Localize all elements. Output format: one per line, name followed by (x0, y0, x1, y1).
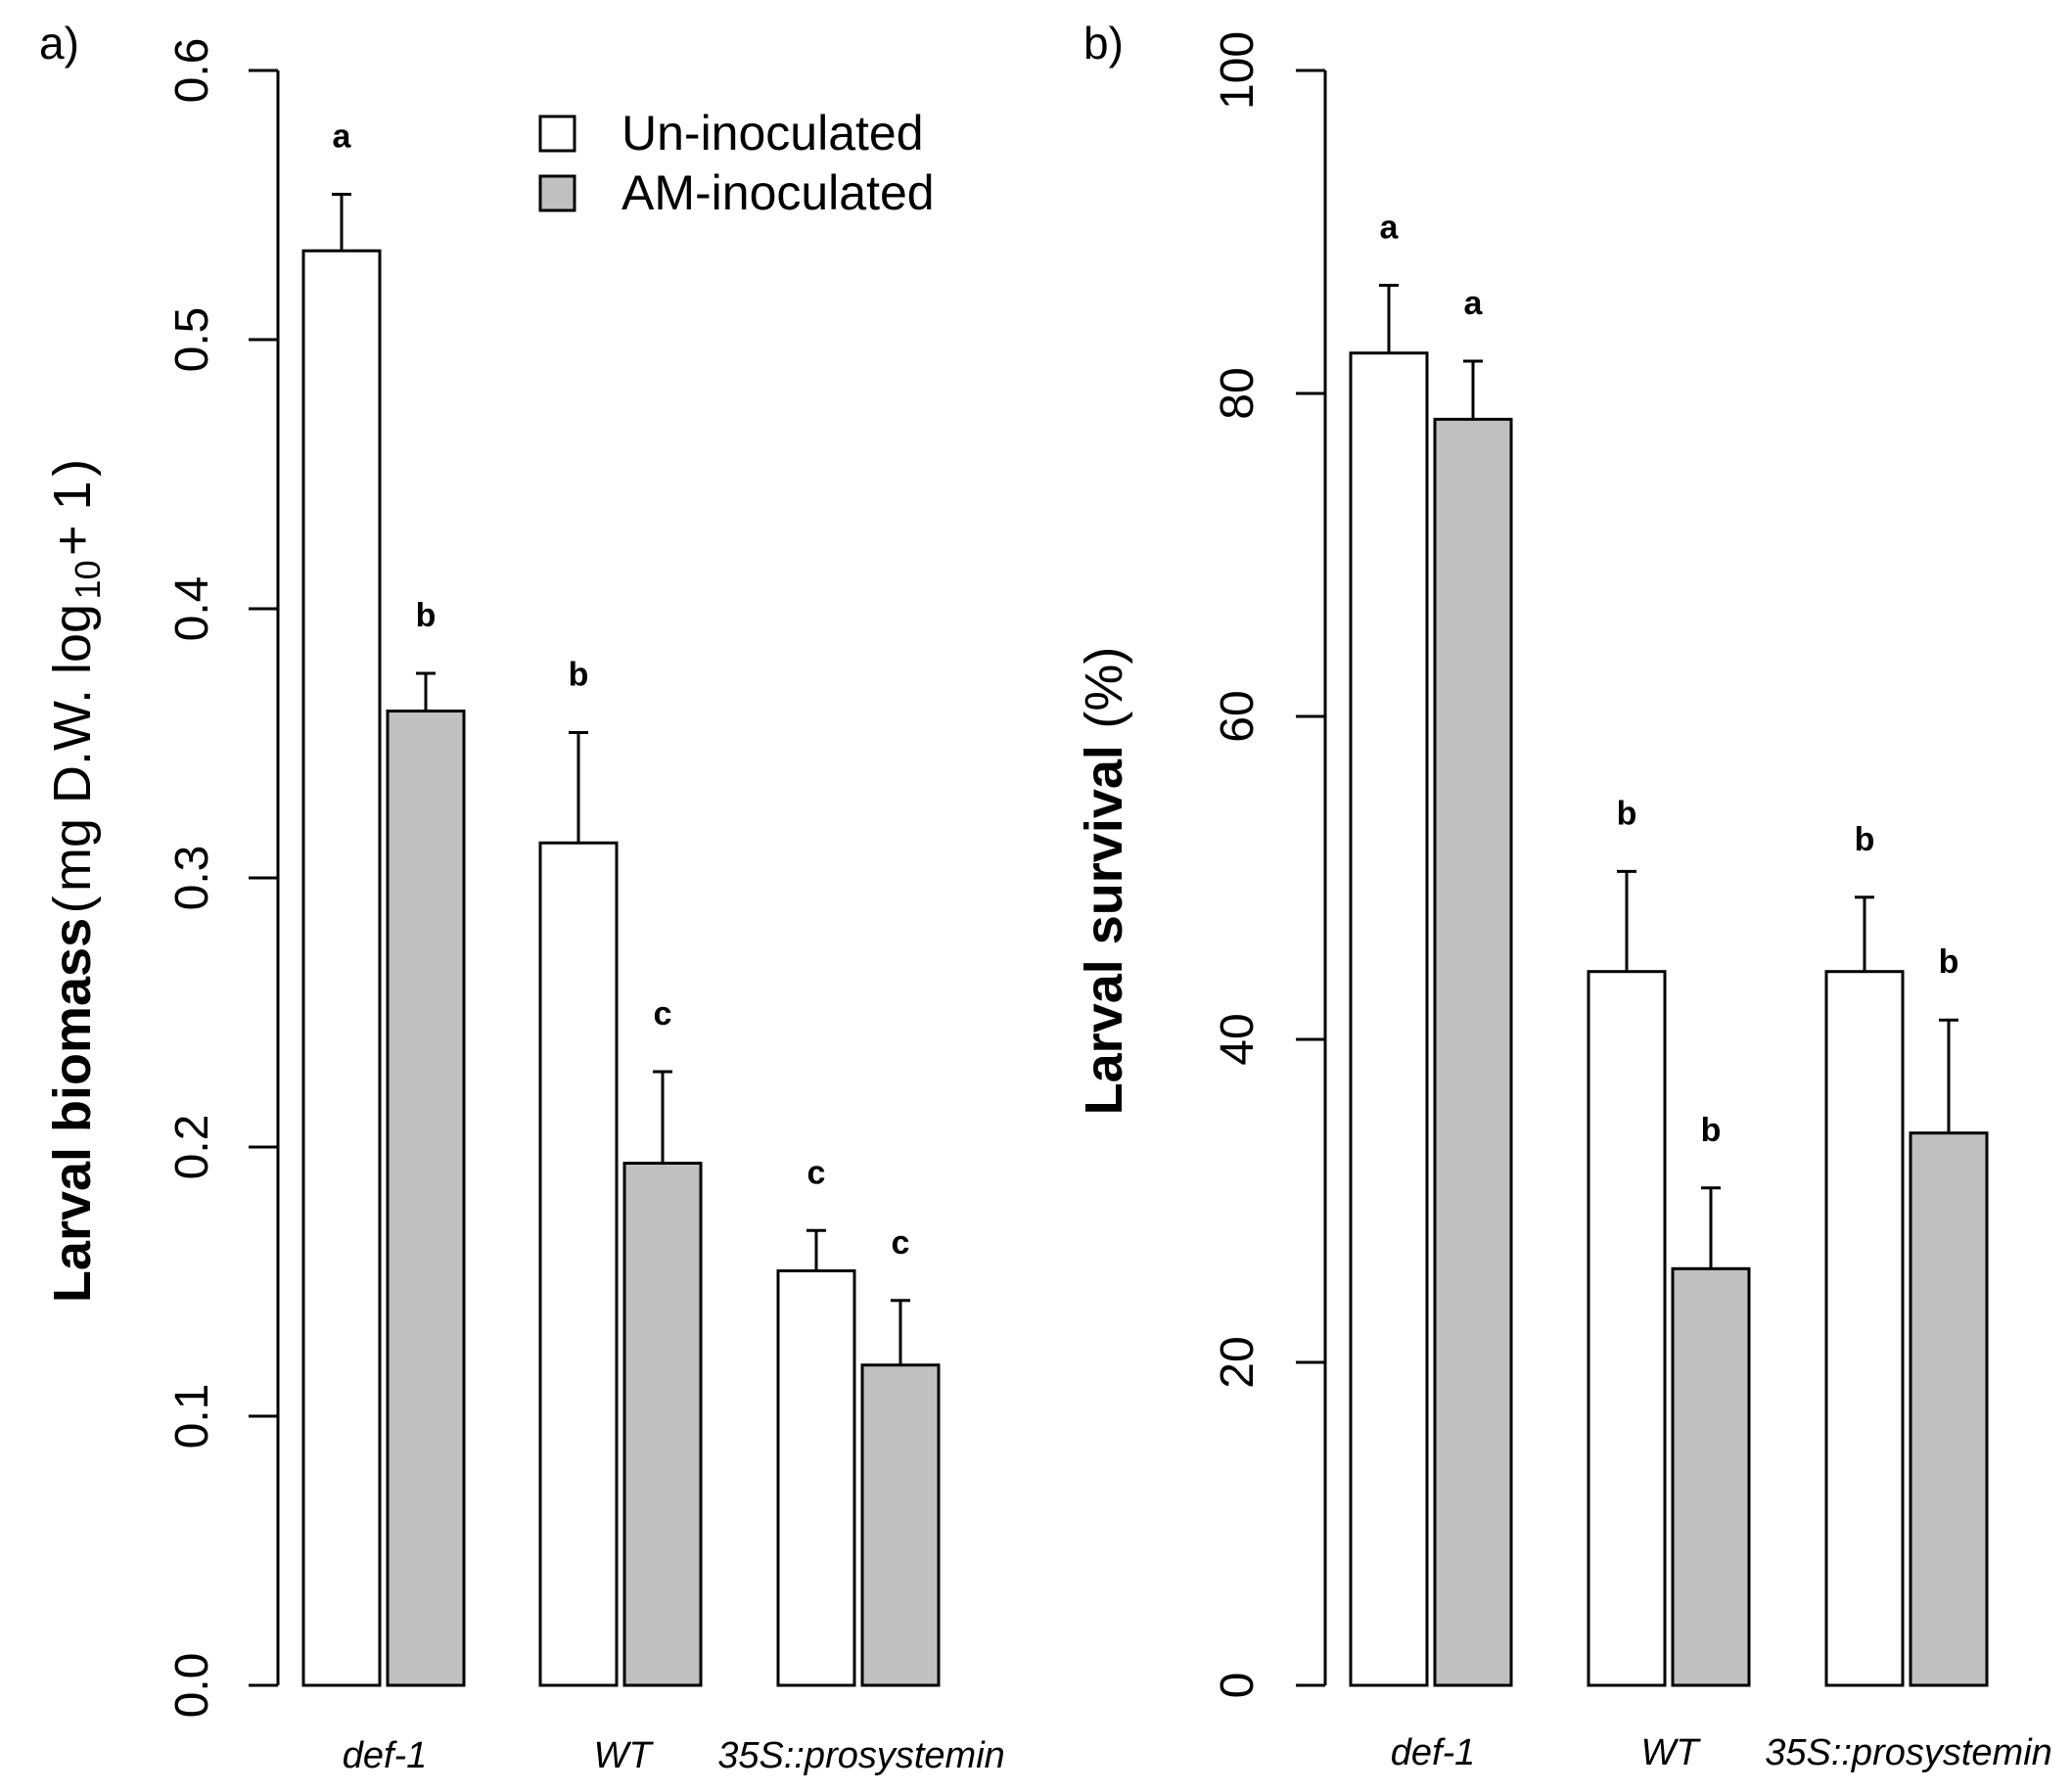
legend-swatch-am-inoculated (538, 174, 576, 212)
y-tick-label: 80 (1212, 367, 1264, 419)
bar (1433, 417, 1513, 1687)
y-tick-label: 20 (1212, 1336, 1264, 1388)
panel-label-b: b) (1083, 18, 1124, 69)
bar (1349, 351, 1429, 1687)
category-label: def-1 (343, 1735, 428, 1776)
significance-letter: b (1617, 795, 1637, 832)
bar (776, 1269, 856, 1687)
y-tick-label: 0.5 (166, 307, 218, 373)
y-axis-title-b: Larval survival (%) (1075, 647, 1133, 1116)
bar (301, 249, 382, 1687)
bar (1587, 970, 1667, 1687)
significance-letter: a (1380, 208, 1400, 246)
y-axis-title-a: Larval biomass ( mg D.W. log 10 + 1 ) (43, 459, 108, 1303)
significance-letter: c (654, 995, 672, 1033)
legend-swatch-un-inoculated (538, 115, 576, 153)
bar (860, 1363, 941, 1687)
y-tick-label: 0.1 (166, 1384, 218, 1449)
significance-letter: a (333, 118, 352, 156)
bar (622, 1162, 703, 1687)
category-label: def-1 (1391, 1732, 1476, 1773)
y-tick-label: 0.6 (166, 38, 218, 104)
panel-label-a: a) (39, 18, 79, 69)
y-tick-label: 0.0 (166, 1653, 218, 1719)
legend-label-un-inoculated: Un-inoculated (622, 106, 924, 161)
significance-letter: a (1464, 285, 1484, 322)
significance-letter: b (1855, 821, 1875, 858)
category-label: 35S::prosystemin (717, 1735, 1005, 1776)
y-tick-label: 0.4 (166, 576, 218, 642)
svg-text:Larval biomass ( m: Larval biomass ( mg D.W. log 10 + 1 ) (43, 459, 108, 1303)
y-tick-label: 0 (1212, 1673, 1264, 1699)
significance-letter: b (416, 597, 437, 634)
category-label: WT (1640, 1732, 1701, 1773)
y-tick-label: 0.2 (166, 1115, 218, 1180)
category-label: WT (593, 1735, 654, 1776)
y-tick-label: 0.3 (166, 846, 218, 911)
y-tick-label: 60 (1212, 690, 1264, 742)
bar (1671, 1266, 1751, 1687)
chart-panel-a: 0.00.10.20.30.40.50.6abdef-1bcWTcc35S::p… (166, 38, 1005, 1776)
category-label: 35S::prosystemin (1765, 1732, 2052, 1773)
chart-panel-b: 020406080100aadef-1bbWTbb35S::prosystemi… (1212, 31, 2052, 1773)
legend-label-am-inoculated: AM-inoculated (622, 165, 935, 220)
significance-letter: c (807, 1154, 826, 1191)
legend: Un-inoculated AM-inoculated (538, 106, 935, 220)
significance-letter: c (892, 1224, 910, 1262)
bar (1909, 1131, 1989, 1687)
significance-letter: b (1939, 943, 1959, 981)
bar (386, 710, 466, 1687)
y-tick-label: 100 (1212, 31, 1264, 110)
bar (1824, 970, 1905, 1687)
svg-text:Larval survival (%): Larval survival (%) (1075, 647, 1133, 1116)
y-tick-label: 40 (1212, 1013, 1264, 1065)
bar (538, 841, 619, 1687)
significance-letter: b (1701, 1112, 1722, 1149)
significance-letter: b (569, 657, 589, 694)
